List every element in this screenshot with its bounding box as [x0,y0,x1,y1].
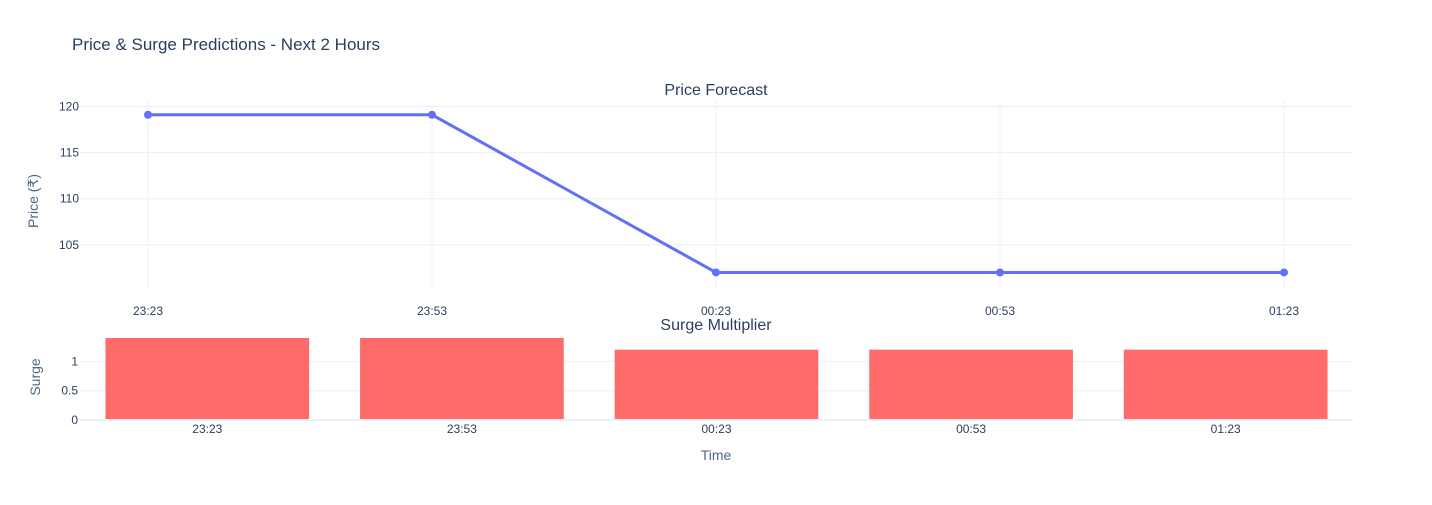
price-data-point [428,110,436,119]
x-axis-title: Time [701,447,732,463]
surge-x-tick-label: 01:23 [1211,422,1241,436]
surge-x-tick-label: 00:53 [956,422,986,436]
price-y-tick-label: 120 [59,99,79,113]
price-x-tick-label: 23:53 [417,304,447,318]
price-x-tick-label: 00:23 [701,304,731,318]
surge-y-axis-title: Surge [27,358,43,396]
surge-y-tick-label: 0 [71,413,78,427]
price-data-point [712,268,720,277]
price-data-point [144,110,152,119]
surge-bar [360,338,564,420]
surge-bars [105,338,1328,420]
chart-title: Price & Surge Predictions - Next 2 Hours [72,35,380,54]
price-y-axis-title: Price (₹) [25,174,41,228]
surge-bar [105,338,310,420]
price-data-point [996,268,1004,277]
surge-y-tick-label: 1 [71,354,78,368]
price-x-ticks: 23:23 23:53 00:23 00:53 01:23 [133,304,1299,318]
price-gridlines [80,100,1353,290]
surge-subplot-title: Surge Multiplier [660,317,772,334]
surge-y-tick-label: 0.5 [61,384,78,398]
surge-y-ticks: 00.51 [61,354,78,427]
price-y-tick-label: 110 [60,192,79,206]
price-x-tick-label: 01:23 [1269,304,1299,318]
surge-bar [1123,349,1328,420]
surge-bar [614,349,819,420]
price-series-points [144,110,1288,277]
surge-x-ticks: 23:23 23:53 00:23 00:53 01:23 [192,422,1241,436]
price-x-tick-label: 00:53 [985,304,1015,318]
price-subplot-title: Price Forecast [664,82,768,99]
surge-x-tick-label: 00:23 [701,422,731,436]
price-data-point [1280,268,1288,277]
price-y-ticks: 105 110 115 120 [59,99,79,251]
surge-x-tick-label: 23:53 [447,422,477,436]
price-y-tick-label: 115 [60,146,79,160]
price-y-tick-label: 105 [59,238,79,252]
surge-bar [869,349,1073,420]
surge-x-tick-label: 23:23 [192,422,222,436]
price-x-tick-label: 23:23 [133,304,163,318]
